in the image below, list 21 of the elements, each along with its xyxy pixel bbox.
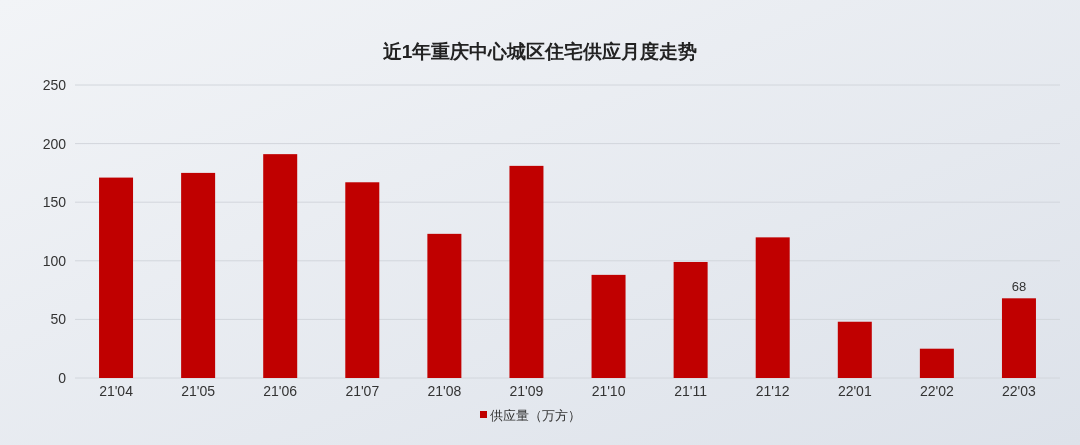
x-tick-label: 22'02 [919,383,954,399]
x-tick-label: 22'01 [837,383,872,399]
x-tick-label: 21'07 [345,383,380,399]
x-tick-label: 21'12 [755,383,790,399]
y-tick-label: 0 [58,370,67,386]
x-tick-label: 21'10 [591,383,626,399]
y-tick-label: 200 [42,135,67,152]
x-tick-label: 21'08 [427,383,462,399]
y-tick-label: 250 [42,77,67,93]
x-tick-label: 21'11 [674,383,708,399]
x-tick-label: 21'06 [263,383,298,399]
x-tick-label: 21'04 [99,383,134,399]
chart-title: 近1年重庆中心城区住宅供应月度走势 [381,41,698,62]
data-label: 68 [1011,279,1027,295]
x-tick-label: 22'03 [1002,383,1037,399]
y-tick-label: 50 [50,311,67,328]
x-tick-label: 21'09 [509,383,544,399]
y-tick-label: 100 [42,252,67,269]
legend-label: 供应量（万方） [490,408,581,423]
x-tick-label: 21'05 [181,383,216,399]
y-tick-label: 150 [42,194,67,211]
